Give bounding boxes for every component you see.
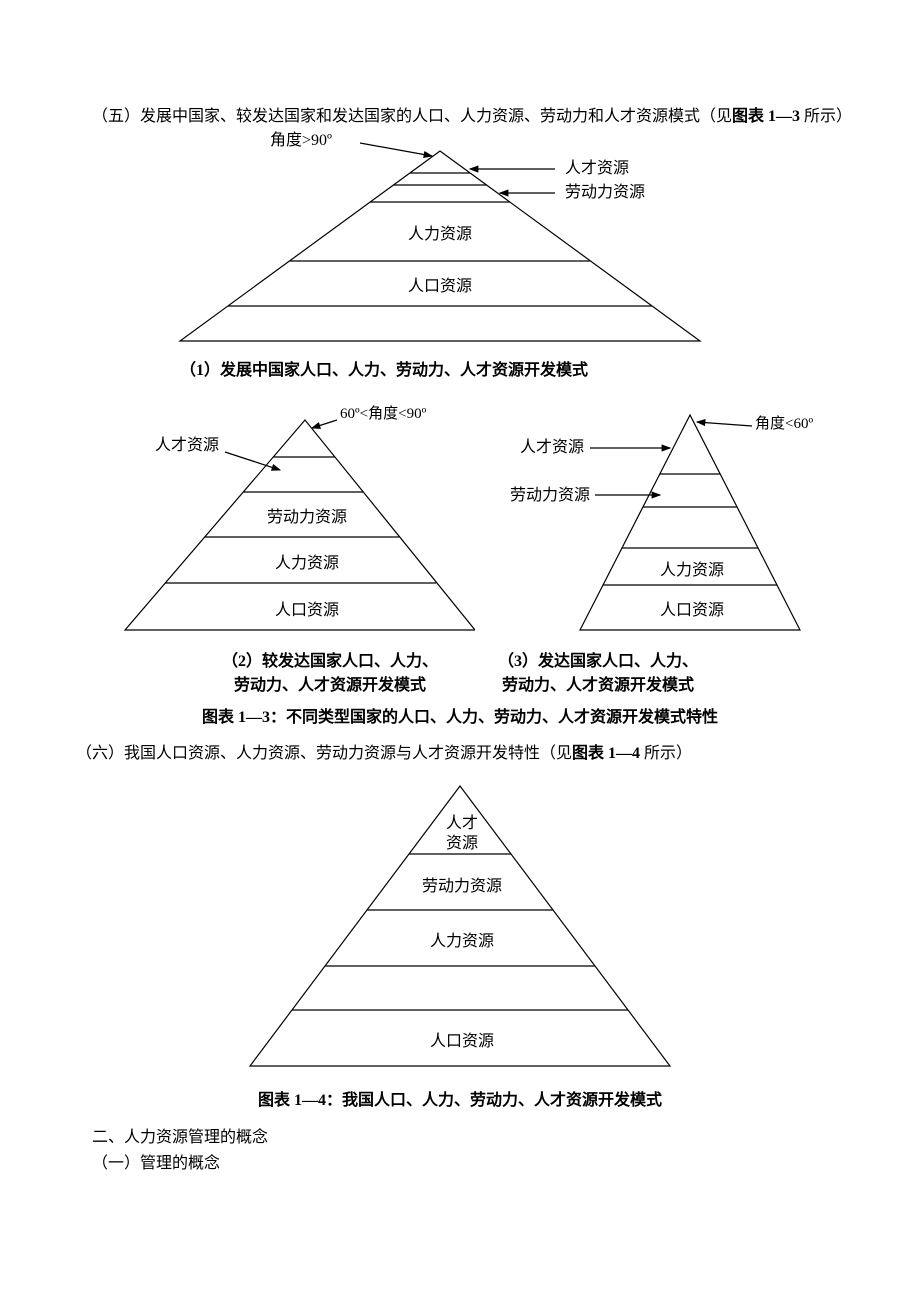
pyramid3-angle-label: 角度<60º (755, 415, 813, 432)
pyramid-row-2-3: 60º<角度<90º 人才资源 劳动力资源 人力资源 人口资源 (60, 400, 860, 640)
pyramid1-hr-label: 人力资源 (408, 225, 472, 243)
pyramid2-angle-label: 60º<角度<90º (340, 405, 427, 422)
section-6-intro: （六）我国人口资源、人力资源、劳动力资源与人才资源开发特性（见图表 1—4 所示… (60, 742, 860, 766)
pyramid4-labor-label: 劳动力资源 (422, 877, 502, 895)
section6-bold: 图表 1—4 (572, 745, 644, 762)
section6-tail: 所示） (644, 745, 692, 762)
section-2-head: 二、人力资源管理的概念 (60, 1125, 860, 1151)
pyramid1-caption: （1）发展中国家人口、人力、劳动力、人才资源开发模式 (180, 356, 860, 380)
pyramid-1-diagram: 角度>90º 人才资源 劳动力资源 人力资源 人口资源 (110, 131, 810, 351)
chart4-caption: 图表 1—4：我国人口、人力、劳动力、人才资源开发模式 (60, 1086, 860, 1110)
section-2-sub: （一）管理的概念 (60, 1151, 860, 1177)
pyramid2-hr-label: 人力资源 (275, 554, 339, 572)
pyramid3-caption-line2: 劳动力、人才资源开发模式 (498, 674, 698, 698)
pyramid1-talent-label: 人才资源 (565, 159, 629, 177)
pyramid3-talent-label: 人才资源 (520, 438, 584, 456)
section5-bold: 图表 1—3 (732, 108, 804, 125)
pyramid4-talent-label2: 资源 (446, 834, 478, 852)
caption-row-2-3: （2）较发达国家人口、人力、 劳动力、人才资源开发模式 （3）发达国家人口、人力… (60, 650, 860, 698)
pyramid2-caption-line1: （2）较发达国家人口、人力、 (222, 650, 438, 674)
section-5-intro: （五）发展中国家、较发达国家和发达国家的人口、人力资源、劳动力和人才资源模式（见… (60, 105, 860, 129)
pyramid2-caption: （2）较发达国家人口、人力、 劳动力、人才资源开发模式 (222, 650, 438, 698)
pyramid3-hr-label: 人力资源 (660, 561, 724, 579)
pyramid1-labor-label: 劳动力资源 (565, 183, 645, 201)
pyramid2-labor-label: 劳动力资源 (267, 508, 347, 526)
pyramid-2-diagram: 60º<角度<90º 人才资源 劳动力资源 人力资源 人口资源 (95, 400, 475, 640)
pyramid-3-diagram: 角度<60º 人才资源 劳动力资源 人力资源 人口资源 (505, 400, 825, 640)
pyramid4-talent-label1: 人才 (446, 814, 478, 832)
chart3-caption: 图表 1—3：不同类型国家的人口、人力、劳动力、人才资源开发模式特性 (60, 703, 860, 727)
pyramid3-caption: （3）发达国家人口、人力、 劳动力、人才资源开发模式 (498, 650, 698, 698)
pyramid2-caption-line2: 劳动力、人才资源开发模式 (222, 674, 438, 698)
section5-text: （五）发展中国家、较发达国家和发达国家的人口、人力资源、劳动力和人才资源模式（见 (92, 108, 732, 125)
pyramid4-hr-label: 人力资源 (430, 932, 494, 950)
pyramid2-pop-label: 人口资源 (275, 601, 339, 619)
pyramid1-angle-label: 角度>90º (270, 131, 332, 149)
pyramid3-labor-label: 劳动力资源 (510, 486, 590, 504)
section6-text: （六）我国人口资源、人力资源、劳动力资源与人才资源开发特性（见 (76, 745, 572, 762)
pyramid4-pop-label: 人口资源 (430, 1032, 494, 1050)
pyramid-4-diagram: 人才 资源 劳动力资源 人力资源 人口资源 (230, 776, 690, 1076)
pyramid3-pop-label: 人口资源 (660, 601, 724, 619)
pyramid1-pop-label: 人口资源 (408, 277, 472, 295)
section5-tail: 所示） (804, 108, 852, 125)
pyramid2-talent-label: 人才资源 (155, 436, 219, 454)
pyramid3-caption-line1: （3）发达国家人口、人力、 (498, 650, 698, 674)
